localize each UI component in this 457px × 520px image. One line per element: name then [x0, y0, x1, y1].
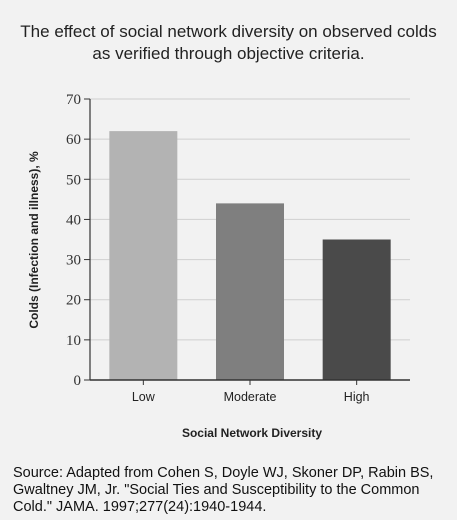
source-citation: Source: Adapted from Cohen S, Doyle WJ, …: [13, 465, 434, 515]
bar-high: [322, 239, 391, 380]
y-tick-label: 10: [66, 333, 81, 349]
y-tick-label: 60: [66, 132, 81, 148]
bars: [109, 131, 391, 380]
x-axis-label: Social Network Diversity: [182, 426, 322, 440]
y-tick-label: 0: [74, 373, 82, 389]
y-tick-label: 20: [66, 293, 81, 309]
y-tick-label: 40: [66, 212, 81, 228]
bar-chart: 0 10 20 30 40 50 60 70 Low Moderate High Social Ne…: [27, 92, 410, 440]
chart-title: The effect of social network diversity o…: [0, 21, 457, 65]
tick-labels: 0 10 20 30 40 50 60 70 Low Moderate High: [66, 92, 370, 404]
x-tick-label: High: [344, 390, 370, 404]
y-tick-label: 30: [66, 253, 81, 269]
y-tick-label: 70: [66, 92, 81, 108]
chart-title-line-2: as verified through objective criteria.: [92, 44, 365, 63]
bar-low: [109, 131, 178, 380]
y-tick-label: 50: [66, 172, 81, 188]
x-tick-label: Moderate: [224, 390, 277, 404]
chart-title-line-1: The effect of social network diversity o…: [20, 22, 437, 41]
y-axis-label: Colds (Infection and illness), %: [27, 151, 41, 329]
x-tick-label: Low: [132, 390, 156, 404]
axes: [84, 98, 410, 385]
bar-moderate: [216, 203, 284, 380]
